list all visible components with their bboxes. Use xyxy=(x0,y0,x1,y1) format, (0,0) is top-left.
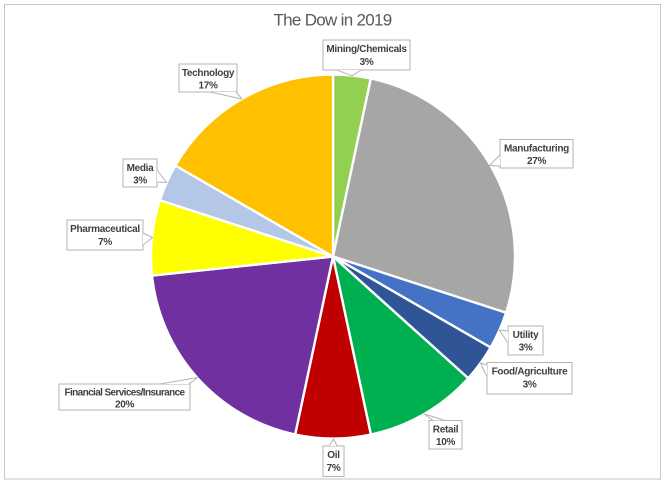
svg-text:3%: 3% xyxy=(360,57,374,68)
svg-text:20%: 20% xyxy=(115,400,135,411)
svg-text:Technology: Technology xyxy=(182,68,235,79)
svg-text:17%: 17% xyxy=(198,80,218,91)
svg-text:7%: 7% xyxy=(327,463,341,474)
svg-text:Media: Media xyxy=(127,163,155,174)
svg-text:Food/Agriculture: Food/Agriculture xyxy=(492,367,568,378)
svg-text:Pharmaceutical: Pharmaceutical xyxy=(70,224,140,235)
svg-text:27%: 27% xyxy=(527,156,547,167)
svg-text:10%: 10% xyxy=(436,437,456,448)
svg-text:Oil: Oil xyxy=(327,450,340,461)
svg-text:Manufacturing: Manufacturing xyxy=(504,143,569,154)
svg-text:Mining/Chemicals: Mining/Chemicals xyxy=(326,44,407,55)
svg-text:3%: 3% xyxy=(133,175,147,186)
svg-text:Financial Services/Insurance: Financial Services/Insurance xyxy=(65,388,186,399)
svg-text:Retail: Retail xyxy=(433,424,459,435)
svg-text:7%: 7% xyxy=(98,237,112,248)
svg-text:3%: 3% xyxy=(523,379,537,390)
svg-text:3%: 3% xyxy=(519,342,533,353)
svg-text:The Dow in 2019: The Dow in 2019 xyxy=(273,11,391,30)
svg-text:Utility: Utility xyxy=(513,330,539,341)
